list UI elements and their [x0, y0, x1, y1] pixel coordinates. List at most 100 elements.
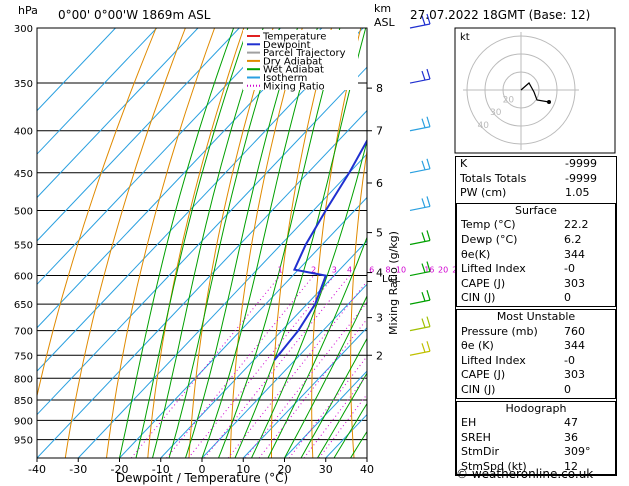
height-tick-label: 4 [376, 267, 383, 280]
wind-barb [409, 68, 431, 84]
km-unit-label: km [374, 2, 391, 15]
index-value: 0 [564, 291, 571, 305]
dry-adiabat-line [37, 28, 157, 398]
isotherm-line [37, 28, 323, 329]
index-row: θe(K) 344 [457, 248, 615, 263]
mixing-ratio-line [166, 275, 314, 458]
mixing-ratio-label: 4 [347, 266, 352, 275]
height-tick-label: 5 [376, 227, 383, 240]
isotherm-line [37, 28, 364, 372]
wind-barb-shaft [409, 350, 431, 356]
legend-label: Mixing Ratio [263, 81, 325, 92]
x-tick-label: 30 [319, 463, 333, 476]
wind-barb-flag [426, 13, 431, 25]
wet-adiabat-line [267, 235, 367, 458]
index-row: Temp (°C) 22.2 [457, 218, 615, 233]
isotherm-line [37, 28, 240, 242]
dry-adiabat-line [350, 147, 367, 458]
wet-adiabat-line [284, 294, 367, 458]
wind-barb-flag [426, 341, 431, 352]
hodograph-unit: kt [460, 32, 470, 43]
wind-barb-shaft [409, 239, 431, 246]
x-tick-label: -30 [69, 463, 87, 476]
index-row: Dewp (°C) 6.2 [457, 233, 615, 248]
index-row: CAPE (J) 303 [457, 368, 615, 383]
wet-adiabat-line [251, 138, 367, 458]
legend-background [243, 30, 358, 90]
hodograph-title: Hodograph [505, 401, 567, 415]
wet-adiabat-line [218, 28, 341, 458]
hodograph-trace [520, 82, 550, 103]
index-value: 344 [564, 339, 585, 353]
index-row: EH 47 [457, 416, 615, 431]
x-axis-label: Dewpoint / Temperature (°C) [116, 471, 288, 485]
surface-title: Surface [515, 203, 557, 217]
wind-barb [409, 116, 431, 132]
index-label: θe (K) [461, 339, 494, 353]
index-value: -0 [564, 353, 575, 367]
x-tick-label: -10 [152, 463, 170, 476]
wind-barb-flag [421, 318, 426, 328]
pressure-tick-label: 600 [14, 272, 33, 283]
isotherm-line [37, 28, 281, 286]
x-tick-label: -20 [111, 463, 129, 476]
wind-barb-flag [421, 198, 426, 208]
index-label: Pressure (mb) [461, 324, 538, 338]
legend-label: Dry Adiabat [263, 56, 322, 67]
index-value: 303 [564, 276, 585, 290]
pressure-tick-label: 700 [14, 327, 33, 338]
isotherm-line [37, 66, 367, 416]
legend-label: Temperature [262, 32, 326, 43]
index-value: 6.2 [564, 232, 582, 246]
mixing-ratio-label: 6 [369, 266, 374, 275]
height-tick-label: 8 [376, 82, 383, 95]
index-label: Lifted Index [461, 262, 526, 276]
index-value: 47 [564, 416, 578, 430]
hodograph-ring-label: 40 [477, 121, 489, 131]
dry-adiabat-line [188, 28, 274, 458]
index-row: CIN (J) 0 [457, 383, 615, 398]
index-value: -0 [564, 262, 575, 276]
surface-section: Surface Temp (°C) 22.2 Dewp (°C) 6.2 θe(K) 34… [456, 202, 616, 307]
legend-label: Wet Adiabat [263, 65, 324, 76]
pressure-tick-label: 450 [14, 169, 33, 180]
wind-barb-shaft [409, 23, 431, 29]
wind-barb-flag [421, 160, 426, 171]
mixing-ratio-line [258, 318, 367, 458]
height-tick-label: 7 [376, 125, 383, 138]
dry-adiabat-line [147, 28, 245, 458]
x-tick-label: 20 [278, 463, 292, 476]
index-row: SREH 36 [457, 431, 615, 446]
hodograph-end-dot [547, 100, 551, 104]
x-tick-label: 40 [360, 463, 374, 476]
mixing-ratio-label: 3 [332, 266, 337, 275]
dry-adiabat-line [425, 28, 449, 458]
index-value: 0 [564, 382, 571, 396]
profile-dewpoint [273, 138, 367, 361]
index-label: K [460, 157, 468, 170]
isotherm-line [37, 28, 199, 199]
indices-panel: K -9999 Totals Totals -9999 PW (cm) 1.05 Surf… [455, 156, 617, 477]
index-label: Dewp (°C) [461, 232, 518, 246]
legend-label: Dewpoint [263, 40, 311, 51]
index-row: Totals Totals -9999 [456, 172, 616, 187]
dry-adiabat-line [64, 28, 186, 458]
legend-label: Isotherm [263, 73, 307, 84]
wet-adiabat-line [152, 28, 264, 458]
index-label: PW (cm) [460, 186, 507, 200]
hodograph-section: Hodograph EH 47 SREH 36 StmDir 309° StmSpd (kt… [456, 400, 616, 476]
wind-barb [409, 261, 431, 277]
index-row: Lifted Index -0 [457, 262, 615, 277]
pressure-tick-label: 550 [14, 240, 33, 251]
mixing-ratio-line [245, 301, 367, 458]
location-title: 0°00' 0°00'W 1869m ASL [58, 8, 211, 22]
datetime-title: 27.07.2022 18GMT (Base: 12) [410, 8, 590, 22]
wind-barb-flag [426, 158, 431, 169]
index-label: θe(K) [461, 247, 491, 261]
index-value: 36 [564, 430, 578, 444]
lcl-label: LCL [382, 274, 401, 285]
index-row: θe (K) 344 [457, 339, 615, 354]
wind-barb [409, 13, 431, 29]
copyright-text: © weatheronline.co.uk [456, 467, 594, 481]
